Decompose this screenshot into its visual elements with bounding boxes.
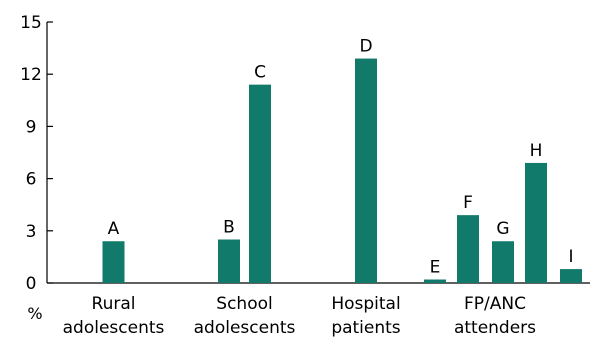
bar-label-a: A <box>108 219 120 239</box>
bar-labels: A B C D E F G H I <box>108 37 574 278</box>
group-labels: Rural adolescents School adolescents Hospita… <box>63 294 537 338</box>
bar-label-g: G <box>496 219 509 239</box>
bar-label-d: D <box>359 37 372 57</box>
group-label-line: patients <box>331 318 400 338</box>
bar-label-c: C <box>254 63 266 83</box>
y-tick-label: 15 <box>20 13 42 33</box>
bar-label-i: I <box>568 247 573 267</box>
bar-f <box>457 215 479 283</box>
bar-label-f: F <box>463 193 473 213</box>
y-axis-ticks: 0 3 6 9 12 15 <box>20 13 53 294</box>
bar-b <box>218 239 240 283</box>
bar-a <box>102 241 125 283</box>
bar-c <box>249 84 271 283</box>
y-tick-label: 3 <box>26 222 37 242</box>
bar-d <box>355 58 377 283</box>
y-tick-label: 0 <box>26 274 37 294</box>
bar-label-e: E <box>430 258 441 278</box>
group-label-line: adolescents <box>63 318 165 338</box>
group-label-line: adolescents <box>194 318 296 338</box>
y-tick-label: 9 <box>26 117 37 137</box>
group-label-line: Rural <box>92 294 136 314</box>
bar-i <box>560 269 582 283</box>
bar-e <box>424 279 446 283</box>
bars <box>102 58 582 283</box>
y-axis-unit-label: % <box>27 304 42 323</box>
group-label-line: attenders <box>454 318 536 338</box>
y-tick-label: 12 <box>20 65 42 85</box>
bar-h <box>525 162 547 283</box>
group-label-line: FP/ANC <box>464 294 526 314</box>
group-label-line: Hospital <box>331 294 400 314</box>
group-label-line: School <box>216 294 272 314</box>
bar-label-h: H <box>530 141 543 161</box>
bar-label-b: B <box>223 218 235 238</box>
y-tick-label: 6 <box>26 170 37 190</box>
bar-g <box>492 241 514 283</box>
